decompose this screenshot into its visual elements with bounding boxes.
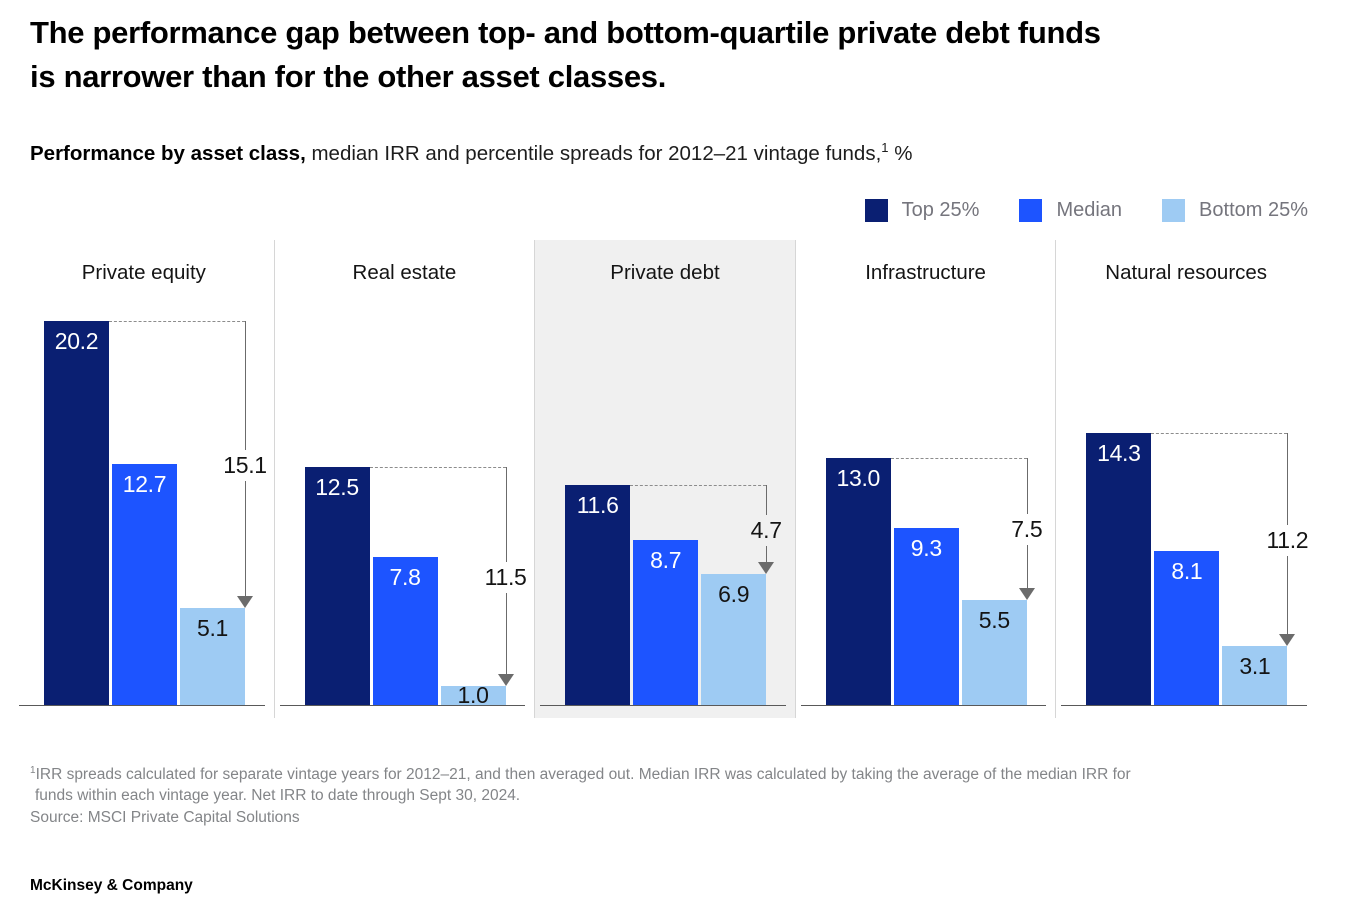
bar-value-label: 7.8 xyxy=(389,564,421,590)
legend-label: Top 25% xyxy=(901,199,980,221)
page-title: The performance gap between top- and bot… xyxy=(30,11,1320,99)
chart: Private equity 20.2 12.7 5.1 15.1 Real estate… xyxy=(14,240,1316,718)
bar-median: 7.8 xyxy=(372,557,438,705)
legend-swatch-icon xyxy=(1162,199,1186,222)
axis-baseline xyxy=(800,705,1047,706)
bar-top-25: 12.5 xyxy=(304,467,370,705)
bar-median: 9.3 xyxy=(893,528,959,705)
footnote-line1: 1IRR spreads calculated for separate vin… xyxy=(30,765,1131,784)
legend-swatch-icon xyxy=(1019,199,1043,222)
bar-top-25: 20.2 xyxy=(44,321,109,705)
source-line: Source: MSCI Private Capital Solutions xyxy=(30,809,300,827)
chart-subtitle-unit: % xyxy=(888,141,913,165)
spread-value-label: 7.5 xyxy=(1006,514,1048,545)
bar-value-label: 5.5 xyxy=(978,607,1010,633)
bar-value-label: 1.0 xyxy=(457,682,489,708)
panel-private-equity: Private equity 20.2 12.7 5.1 15.1 xyxy=(14,240,274,718)
bar-value-label: 13.0 xyxy=(836,465,881,491)
legend-swatch-icon xyxy=(864,199,888,222)
panel-title: Infrastructure xyxy=(865,261,986,284)
bar-bottom-25: 6.9 xyxy=(701,574,767,705)
legend-item-1: Median xyxy=(1019,199,1122,222)
legend: Top 25% Median Bottom 25% xyxy=(864,199,1308,222)
panel-title: Private equity xyxy=(81,261,206,284)
bar-value-label: 11.6 xyxy=(576,492,619,518)
axis-baseline xyxy=(540,705,786,706)
panel-real-estate: Real estate 12.5 7.8 1.0 11.5 xyxy=(273,240,535,718)
bar-median: 8.7 xyxy=(633,540,699,705)
spread-dashed-line xyxy=(109,321,245,322)
legend-item-2: Bottom 25% xyxy=(1162,199,1308,222)
bar-value-label: 8.7 xyxy=(650,547,682,573)
bar-bottom-25: 3.1 xyxy=(1222,646,1288,705)
spread-value-label: 4.7 xyxy=(745,515,787,546)
bar-median: 8.1 xyxy=(1154,551,1220,705)
spread-dashed-line xyxy=(630,485,767,486)
arrow-down-icon xyxy=(497,674,514,686)
arrow-down-icon xyxy=(1279,634,1296,646)
bar-top-25: 13.0 xyxy=(825,458,891,705)
axis-baseline xyxy=(279,705,526,706)
bar-value-label: 8.1 xyxy=(1171,558,1203,584)
arrow-down-icon xyxy=(758,562,775,574)
page-title-line2: is narrower than for the other asset cla… xyxy=(30,59,667,94)
bar-top-25: 11.6 xyxy=(565,485,631,705)
panel-natural-resources: Natural resources 14.3 8.1 3.1 11.2 xyxy=(1055,240,1316,718)
arrow-down-icon xyxy=(1018,588,1035,600)
bar-value-label: 20.2 xyxy=(54,328,99,354)
spread-value-label: 15.1 xyxy=(218,450,272,481)
bar-value-label: 12.5 xyxy=(315,474,359,500)
bar-value-label: 5.1 xyxy=(196,615,229,641)
bar-median: 12.7 xyxy=(112,464,177,705)
bar-value-label: 9.3 xyxy=(910,535,942,561)
legend-label: Bottom 25% xyxy=(1199,199,1308,221)
bar-bottom-25: 1.0 xyxy=(440,682,506,708)
footnote-superscript: 1 xyxy=(30,765,36,776)
page-title-line1: The performance gap between top- and bot… xyxy=(30,15,1101,50)
axis-baseline xyxy=(1061,705,1307,706)
chart-subtitle-rest: median IRR and percentile spreads for 20… xyxy=(305,141,882,165)
spread-value-label: 11.2 xyxy=(1261,525,1314,556)
spread-dashed-line xyxy=(890,458,1027,459)
footnote-line2: funds within each vintage year. Net IRR … xyxy=(35,787,521,805)
chart-subtitle: Performance by asset class, median IRR a… xyxy=(30,140,1320,166)
company-logo: McKinsey & Company xyxy=(30,877,193,894)
legend-label: Median xyxy=(1056,199,1123,221)
legend-item-0: Top 25% xyxy=(864,199,980,222)
bar-top-25: 14.3 xyxy=(1086,433,1152,705)
bar-value-label: 3.1 xyxy=(1239,653,1271,679)
chart-subtitle-bold: Performance by asset class, xyxy=(30,141,306,165)
footnote: 1IRR spreads calculated for separate vin… xyxy=(30,760,1320,828)
arrow-down-icon xyxy=(237,596,253,608)
panel-private-debt: Private debt 11.6 8.7 6.9 4.7 xyxy=(534,240,795,718)
axis-baseline xyxy=(19,705,265,706)
bar-value-label: 12.7 xyxy=(122,471,167,497)
footnote-marker: 1 xyxy=(881,140,889,155)
panel-title: Private debt xyxy=(610,261,720,284)
panel-title: Real estate xyxy=(352,261,457,284)
panel-title: Natural resources xyxy=(1105,261,1268,284)
bar-bottom-25: 5.5 xyxy=(961,600,1027,705)
panel-infrastructure: Infrastructure 13.0 9.3 5.5 7.5 xyxy=(794,240,1056,718)
bar-value-label: 6.9 xyxy=(718,581,750,607)
spread-dashed-line xyxy=(369,467,506,468)
bar-value-label: 14.3 xyxy=(1097,440,1141,466)
bar-bottom-25: 5.1 xyxy=(180,608,245,705)
spread-value-label: 11.5 xyxy=(479,562,532,593)
spread-dashed-line xyxy=(1151,433,1288,434)
